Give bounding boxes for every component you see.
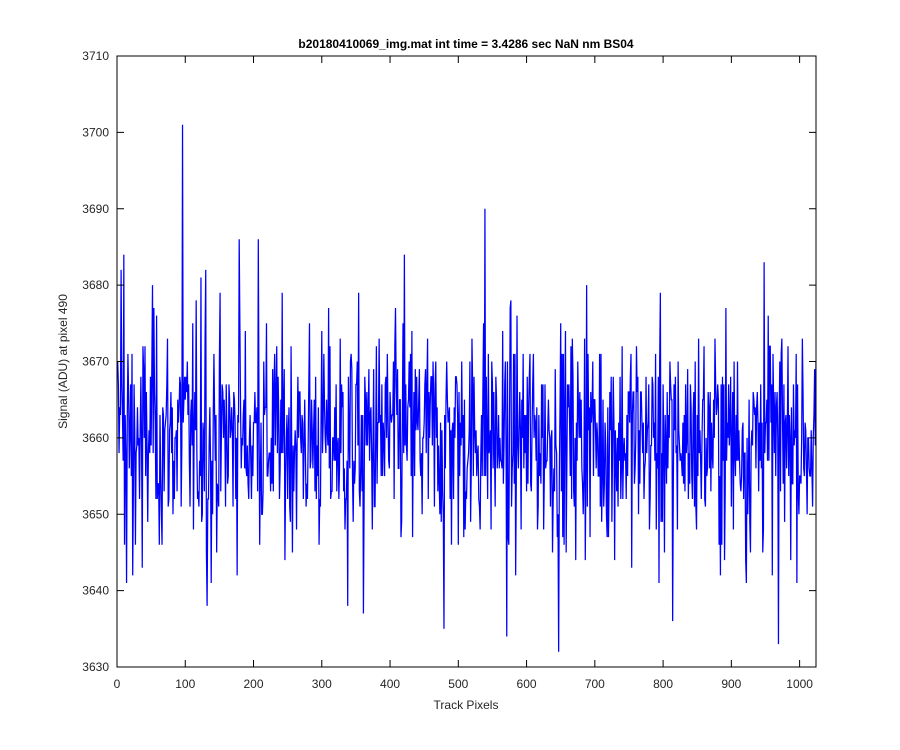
x-tick-label: 0: [114, 677, 121, 691]
axis-ticks: [116, 55, 816, 668]
x-tick-label: 100: [175, 677, 195, 691]
y-tick-label: 3690: [82, 202, 109, 216]
x-tick-label: 500: [448, 677, 468, 691]
x-axis-label: Track Pixels: [434, 698, 499, 712]
y-tick-label: 3700: [82, 125, 109, 139]
y-tick-label: 3680: [82, 278, 109, 292]
y-tick-label: 3650: [82, 507, 109, 521]
x-tick-label: 900: [721, 677, 741, 691]
x-tick-label: 300: [312, 677, 332, 691]
x-tick-label: 400: [380, 677, 400, 691]
y-tick-label: 3640: [82, 584, 109, 598]
x-tick-label: 800: [653, 677, 673, 691]
y-tick-label: 3660: [82, 431, 109, 445]
series-group: [117, 124, 816, 652]
plot-area: [117, 56, 816, 667]
chart-title: b20180410069_img.mat int time = 3.4286 s…: [298, 37, 634, 51]
x-tick-label: 600: [517, 677, 537, 691]
x-tick-label: 1000: [786, 677, 813, 691]
x-tick-label: 200: [244, 677, 264, 691]
y-tick-labels: 3630 3640 3650 3660 3670 3680 3690 3700 3710: [82, 49, 109, 674]
y-tick-label: 3670: [82, 355, 109, 369]
y-axis-label: Signal (ADU) at pixel 490: [56, 294, 70, 429]
y-tick-label: 3710: [82, 49, 109, 63]
y-tick-label: 3630: [82, 660, 109, 674]
x-tick-labels: 0 100 200 300 400 500 600 700 800 900 1000: [114, 677, 814, 691]
x-tick-label: 700: [585, 677, 605, 691]
series-line-signal: [117, 124, 816, 652]
